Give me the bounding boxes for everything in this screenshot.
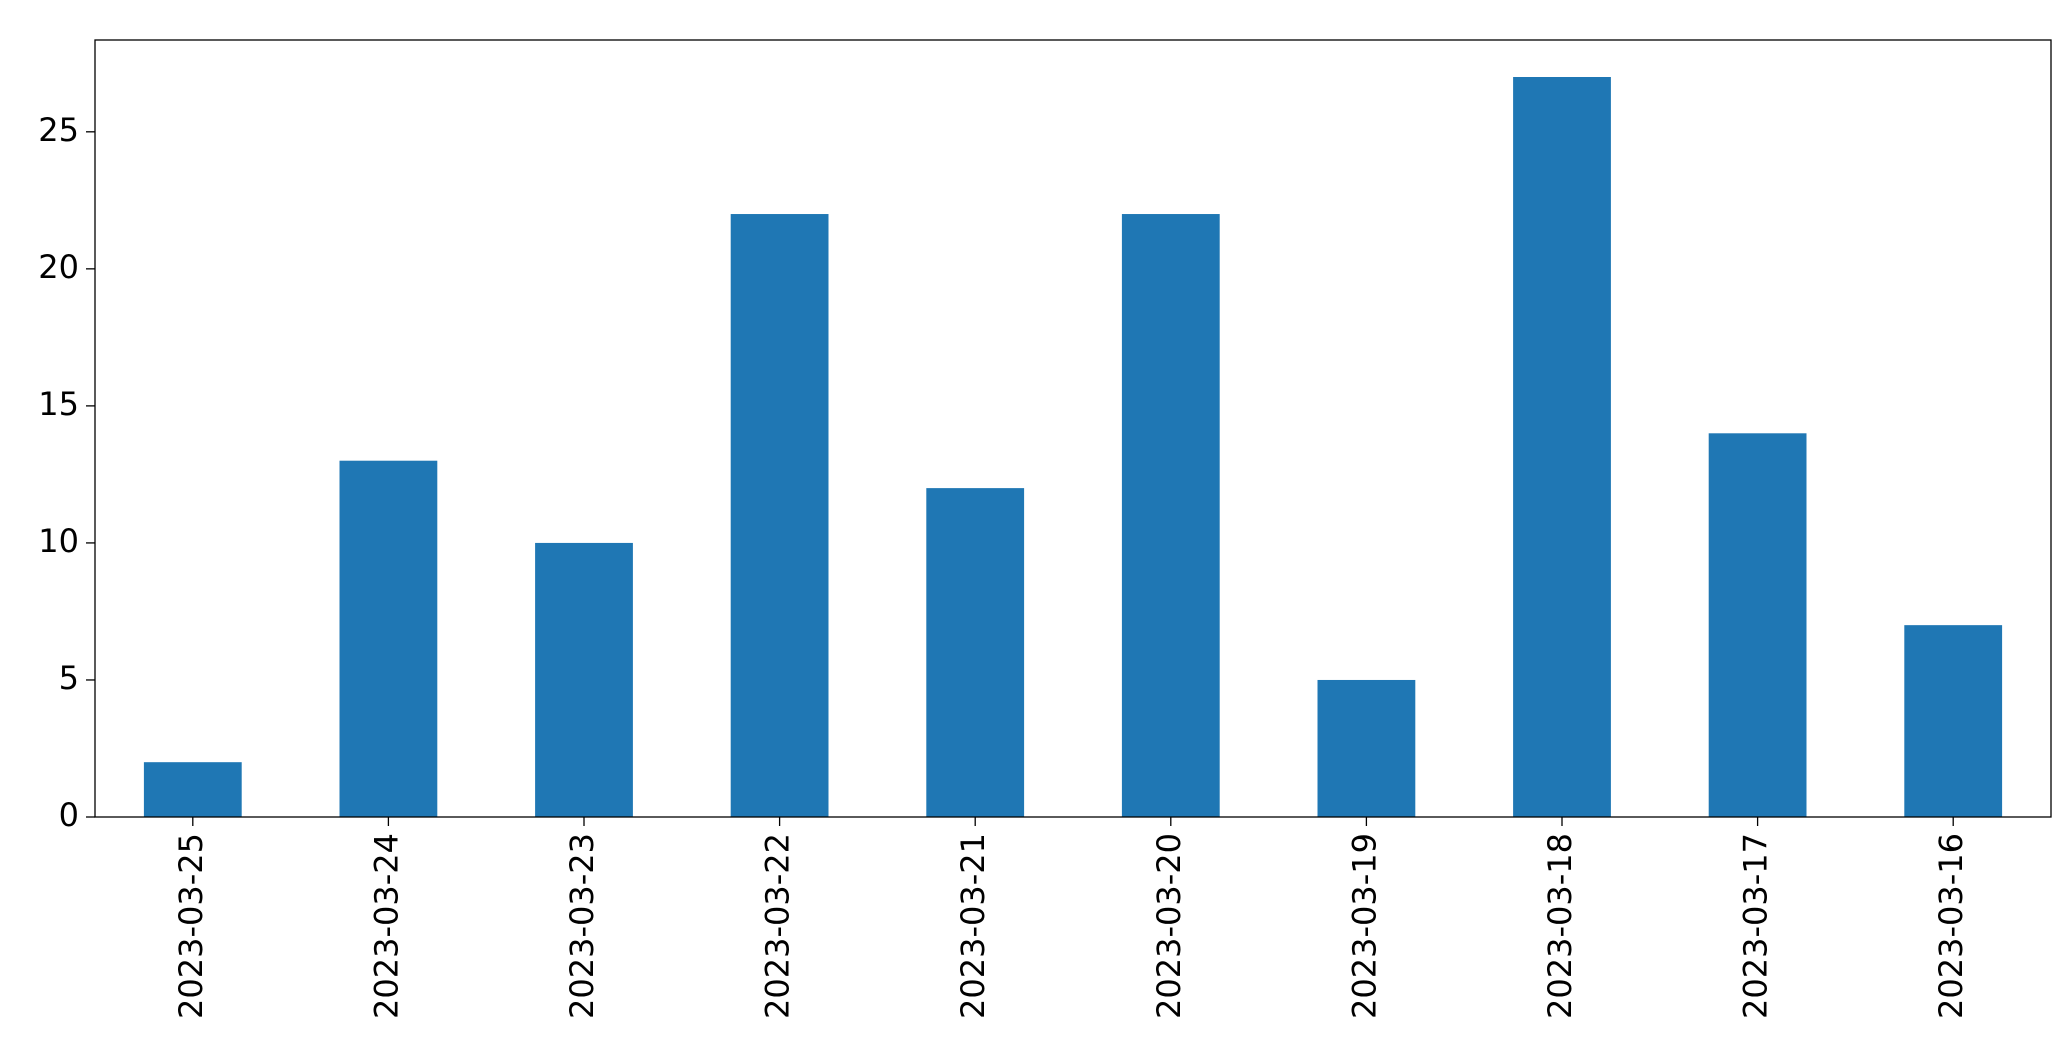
x-tick-label: 2023-03-17: [1737, 833, 1775, 1019]
y-tick-label: 25: [38, 111, 79, 149]
bar: [1708, 433, 1807, 817]
x-tick-label: 2023-03-21: [954, 833, 992, 1019]
bar: [535, 542, 633, 817]
plot-frame: [94, 39, 2052, 818]
x-tick-label: 2023-03-23: [563, 833, 601, 1019]
y-tick-label: 10: [38, 522, 79, 560]
y-tick-label: 15: [38, 385, 79, 423]
y-tick-label: 0: [59, 796, 79, 834]
bar: [730, 214, 829, 817]
x-tick-label: 2023-03-22: [759, 833, 797, 1019]
x-tick-label: 2023-03-20: [1150, 833, 1188, 1019]
bar: [926, 488, 1025, 817]
x-tick-label: 2023-03-18: [1541, 833, 1579, 1019]
y-tick-label: 5: [59, 659, 79, 697]
x-tick-label: 2023-03-19: [1345, 833, 1383, 1019]
bar: [1317, 679, 1416, 817]
y-tick-label: 20: [38, 248, 79, 286]
x-tick-label: 2023-03-24: [367, 833, 405, 1019]
x-tick-label: 2023-03-25: [172, 833, 210, 1019]
bar: [1121, 214, 1220, 817]
x-tick-label: 2023-03-16: [1932, 833, 1970, 1019]
bar: [339, 460, 438, 817]
bar: [1904, 625, 2003, 817]
bar: [1513, 77, 1611, 817]
bar: [143, 762, 242, 817]
